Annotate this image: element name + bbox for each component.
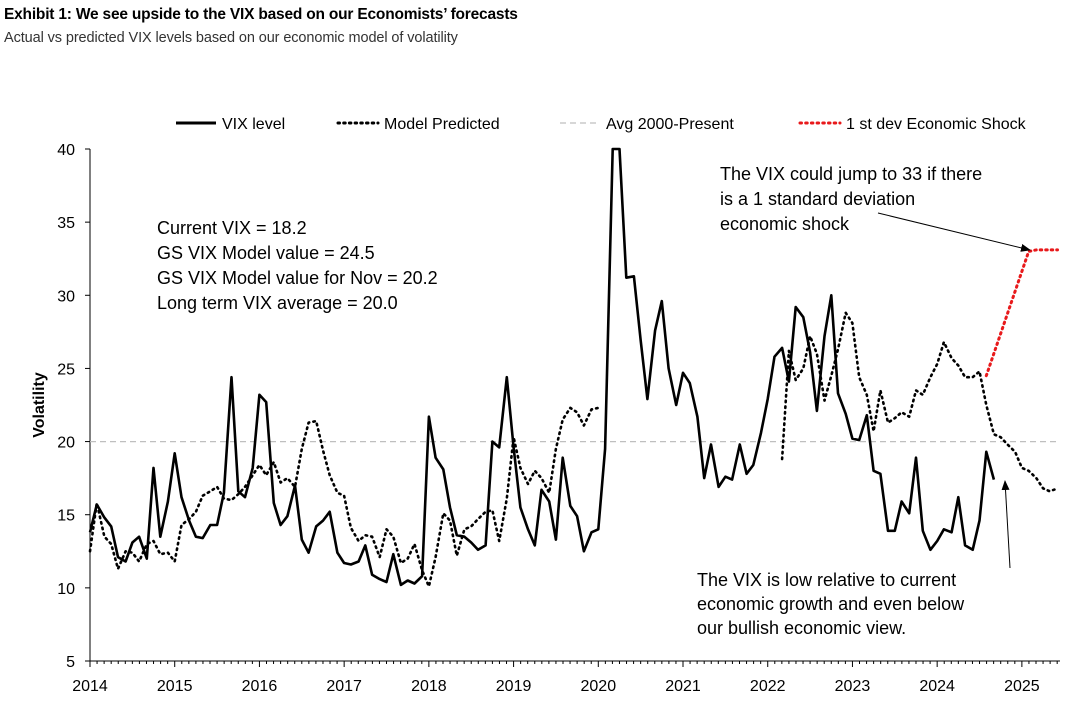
x-tick-label: 2025 [1004,678,1040,695]
low-vix-annotation-line: The VIX is low relative to current [697,570,956,590]
stats-annotation-line: Long term VIX average = 20.0 [157,293,398,313]
x-tick-label: 2014 [72,678,108,695]
legend-label: VIX level [222,116,285,133]
stats-annotation-line: GS VIX Model value for Nov = 20.2 [157,268,438,288]
x-tick-label: 2022 [750,678,786,695]
series-line-model-predicted [780,311,1059,493]
low-vix-annotation-line: our bullish economic view. [697,618,906,638]
x-tick-label: 2015 [157,678,193,695]
legend-label: 1 st dev Economic Shock [846,116,1027,133]
y-tick-label: 35 [57,215,75,232]
series-line-model-predicted [88,406,600,588]
series-line-1-st-dev-economic-shock [984,248,1059,378]
x-tick-label: 2020 [581,678,617,695]
shock-annotation-line: is a 1 standard deviation [720,189,915,209]
x-tick-label: 2023 [835,678,871,695]
series-line-vix-level [88,147,996,587]
y-axis-label: Volatility [31,372,48,438]
y-tick-label: 25 [57,361,75,378]
x-tick-label: 2017 [326,678,362,695]
x-tick-label: 2018 [411,678,447,695]
legend-label: Avg 2000-Present [606,116,734,133]
stats-annotation-line: GS VIX Model value = 24.5 [157,243,375,263]
x-tick-label: 2019 [496,678,532,695]
low-vix-arrow [1001,480,1011,569]
x-tick-label: 2016 [242,678,278,695]
y-tick-label: 5 [66,654,75,671]
y-tick-label: 20 [57,435,75,452]
series-layer [88,147,1060,588]
low-vix-annotation-line: economic growth and even below [697,594,965,614]
shock-arrow [877,212,1031,252]
y-tick-label: 10 [57,581,75,598]
y-tick-label: 40 [57,142,75,159]
x-tick-label: 2024 [919,678,955,695]
shock-annotation-line: economic shock [720,214,850,234]
stats-annotation-line: Current VIX = 18.2 [157,218,307,238]
y-tick-label: 15 [57,508,75,525]
exhibit-subtitle: Actual vs predicted VIX levels based on … [4,30,458,46]
legend-label: Model Predicted [384,116,500,133]
y-tick-label: 30 [57,288,75,305]
exhibit-title: Exhibit 1: We see upside to the VIX base… [4,6,518,23]
shock-annotation-line: The VIX could jump to 33 if there [720,164,982,184]
x-tick-label: 2021 [665,678,701,695]
legend: VIX level Model Predicted Avg 2000-Present… [176,116,1027,133]
annotations: Current VIX = 18.2 GS VIX Model value = 2… [157,164,1031,638]
